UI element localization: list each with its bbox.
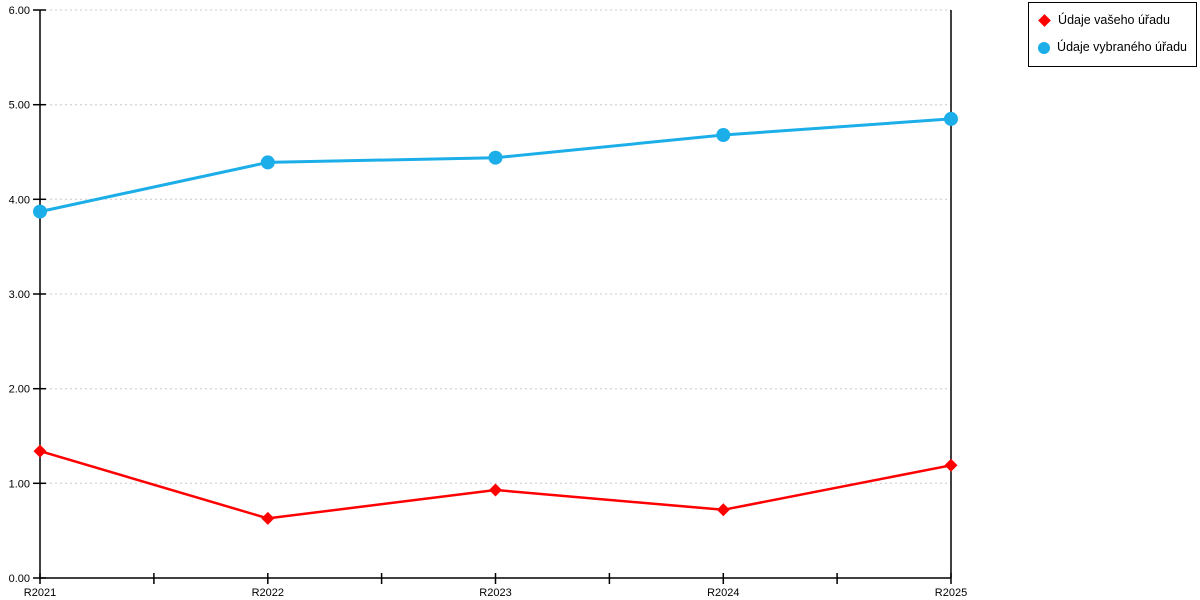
y-tick-label: 4.00 bbox=[9, 194, 30, 206]
data-point-diamond bbox=[944, 458, 958, 472]
legend-label-vaseho-uradu: Údaje vašeho úřadu bbox=[1058, 13, 1170, 27]
y-tick-label: 3.00 bbox=[9, 289, 30, 301]
data-point-diamond bbox=[716, 503, 730, 517]
diamond-marker-icon bbox=[1038, 14, 1051, 27]
legend-item-vybraneho-uradu: Údaje vybraného úřadu bbox=[1038, 40, 1187, 55]
x-tick-label: R2025 bbox=[935, 587, 967, 599]
y-tick-label: 0.00 bbox=[9, 573, 30, 585]
x-tick-label: R2023 bbox=[479, 587, 511, 599]
x-tick-label: R2022 bbox=[252, 587, 284, 599]
data-point-circle bbox=[260, 155, 275, 170]
data-point-diamond bbox=[261, 511, 275, 525]
y-tick-label: 5.00 bbox=[9, 100, 30, 112]
data-point-diamond bbox=[489, 483, 502, 497]
x-tick-label: R2021 bbox=[24, 587, 56, 599]
x-tick-label: R2024 bbox=[707, 587, 739, 599]
y-tick-label: 2.00 bbox=[9, 384, 30, 396]
y-tick-label: 6.00 bbox=[9, 5, 30, 17]
data-point-circle bbox=[488, 150, 503, 165]
data-point-circle bbox=[33, 204, 47, 219]
data-point-circle bbox=[716, 128, 731, 142]
series-line-circle bbox=[39, 117, 952, 214]
legend-label-vybraneho-uradu: Údaje vybraného úřadu bbox=[1057, 40, 1187, 54]
data-point-diamond bbox=[33, 444, 47, 458]
circle-marker-icon bbox=[1038, 41, 1051, 54]
y-tick-label: 1.00 bbox=[9, 478, 30, 490]
data-point-circle bbox=[944, 111, 958, 126]
legend-item-vaseho-uradu: Údaje vašeho úřadu bbox=[1038, 13, 1187, 28]
legend: Údaje vašeho úřadu Údaje vybraného úřadu bbox=[1028, 2, 1197, 67]
